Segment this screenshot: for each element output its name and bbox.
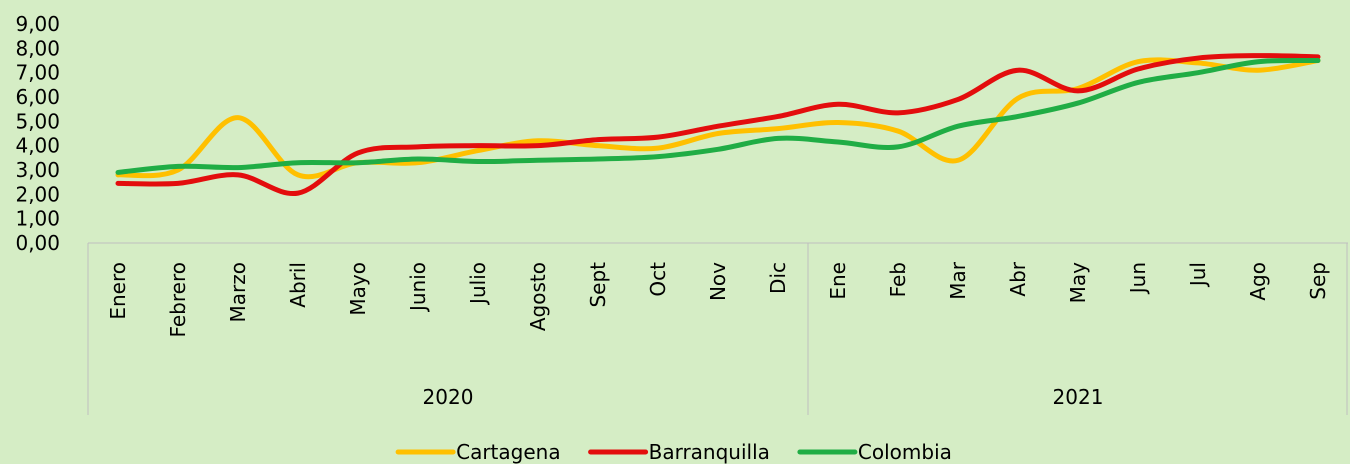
- y-tick-label: 0,00: [15, 231, 60, 255]
- x-tick-label: May: [1066, 262, 1090, 304]
- x-tick-label: Junio: [406, 262, 430, 313]
- y-tick-label: 7,00: [15, 61, 60, 85]
- x-tick-label: Agosto: [526, 262, 550, 331]
- y-tick-label: 1,00: [15, 207, 60, 231]
- x-tick-label: Mayo: [346, 262, 370, 316]
- x-tick-label: Marzo: [226, 262, 250, 322]
- group-label: 2021: [1053, 385, 1104, 409]
- x-tick-label: Nov: [706, 262, 730, 301]
- y-tick-label: 3,00: [15, 158, 60, 182]
- y-tick-label: 8,00: [15, 36, 60, 60]
- x-tick-label: Ene: [826, 262, 850, 300]
- legend-label: Barranquilla: [649, 440, 770, 464]
- y-tick-label: 4,00: [15, 134, 60, 158]
- y-tick-label: 5,00: [15, 109, 60, 133]
- line-series: [115, 57, 1321, 175]
- x-tick-label: Sept: [586, 262, 610, 308]
- group-label: 2020: [423, 385, 474, 409]
- line-series: [115, 53, 1321, 197]
- x-tick-label: Febrero: [166, 262, 190, 338]
- x-tick-label: Julio: [466, 262, 490, 306]
- x-tick-label: Enero: [106, 262, 130, 320]
- y-tick-label: 2,00: [15, 182, 60, 206]
- legend-label: Colombia: [858, 440, 952, 464]
- x-tick-label: Ago: [1246, 262, 1270, 301]
- y-tick-label: 6,00: [15, 85, 60, 109]
- x-tick-label: Feb: [886, 262, 910, 297]
- x-tick-label: Jun: [1126, 262, 1150, 295]
- x-tick-label: Oct: [646, 262, 670, 297]
- x-tick-label: Abril: [286, 262, 310, 308]
- x-tick-label: Dic: [766, 262, 790, 294]
- x-tick-label: Jul: [1186, 262, 1210, 288]
- x-tick-label: Mar: [946, 261, 970, 300]
- legend-label: Cartagena: [456, 440, 560, 464]
- line-series: [115, 57, 1321, 180]
- x-tick-label: Abr: [1006, 261, 1030, 296]
- y-tick-label: 9,00: [15, 12, 60, 36]
- x-tick-label: Sep: [1306, 262, 1330, 300]
